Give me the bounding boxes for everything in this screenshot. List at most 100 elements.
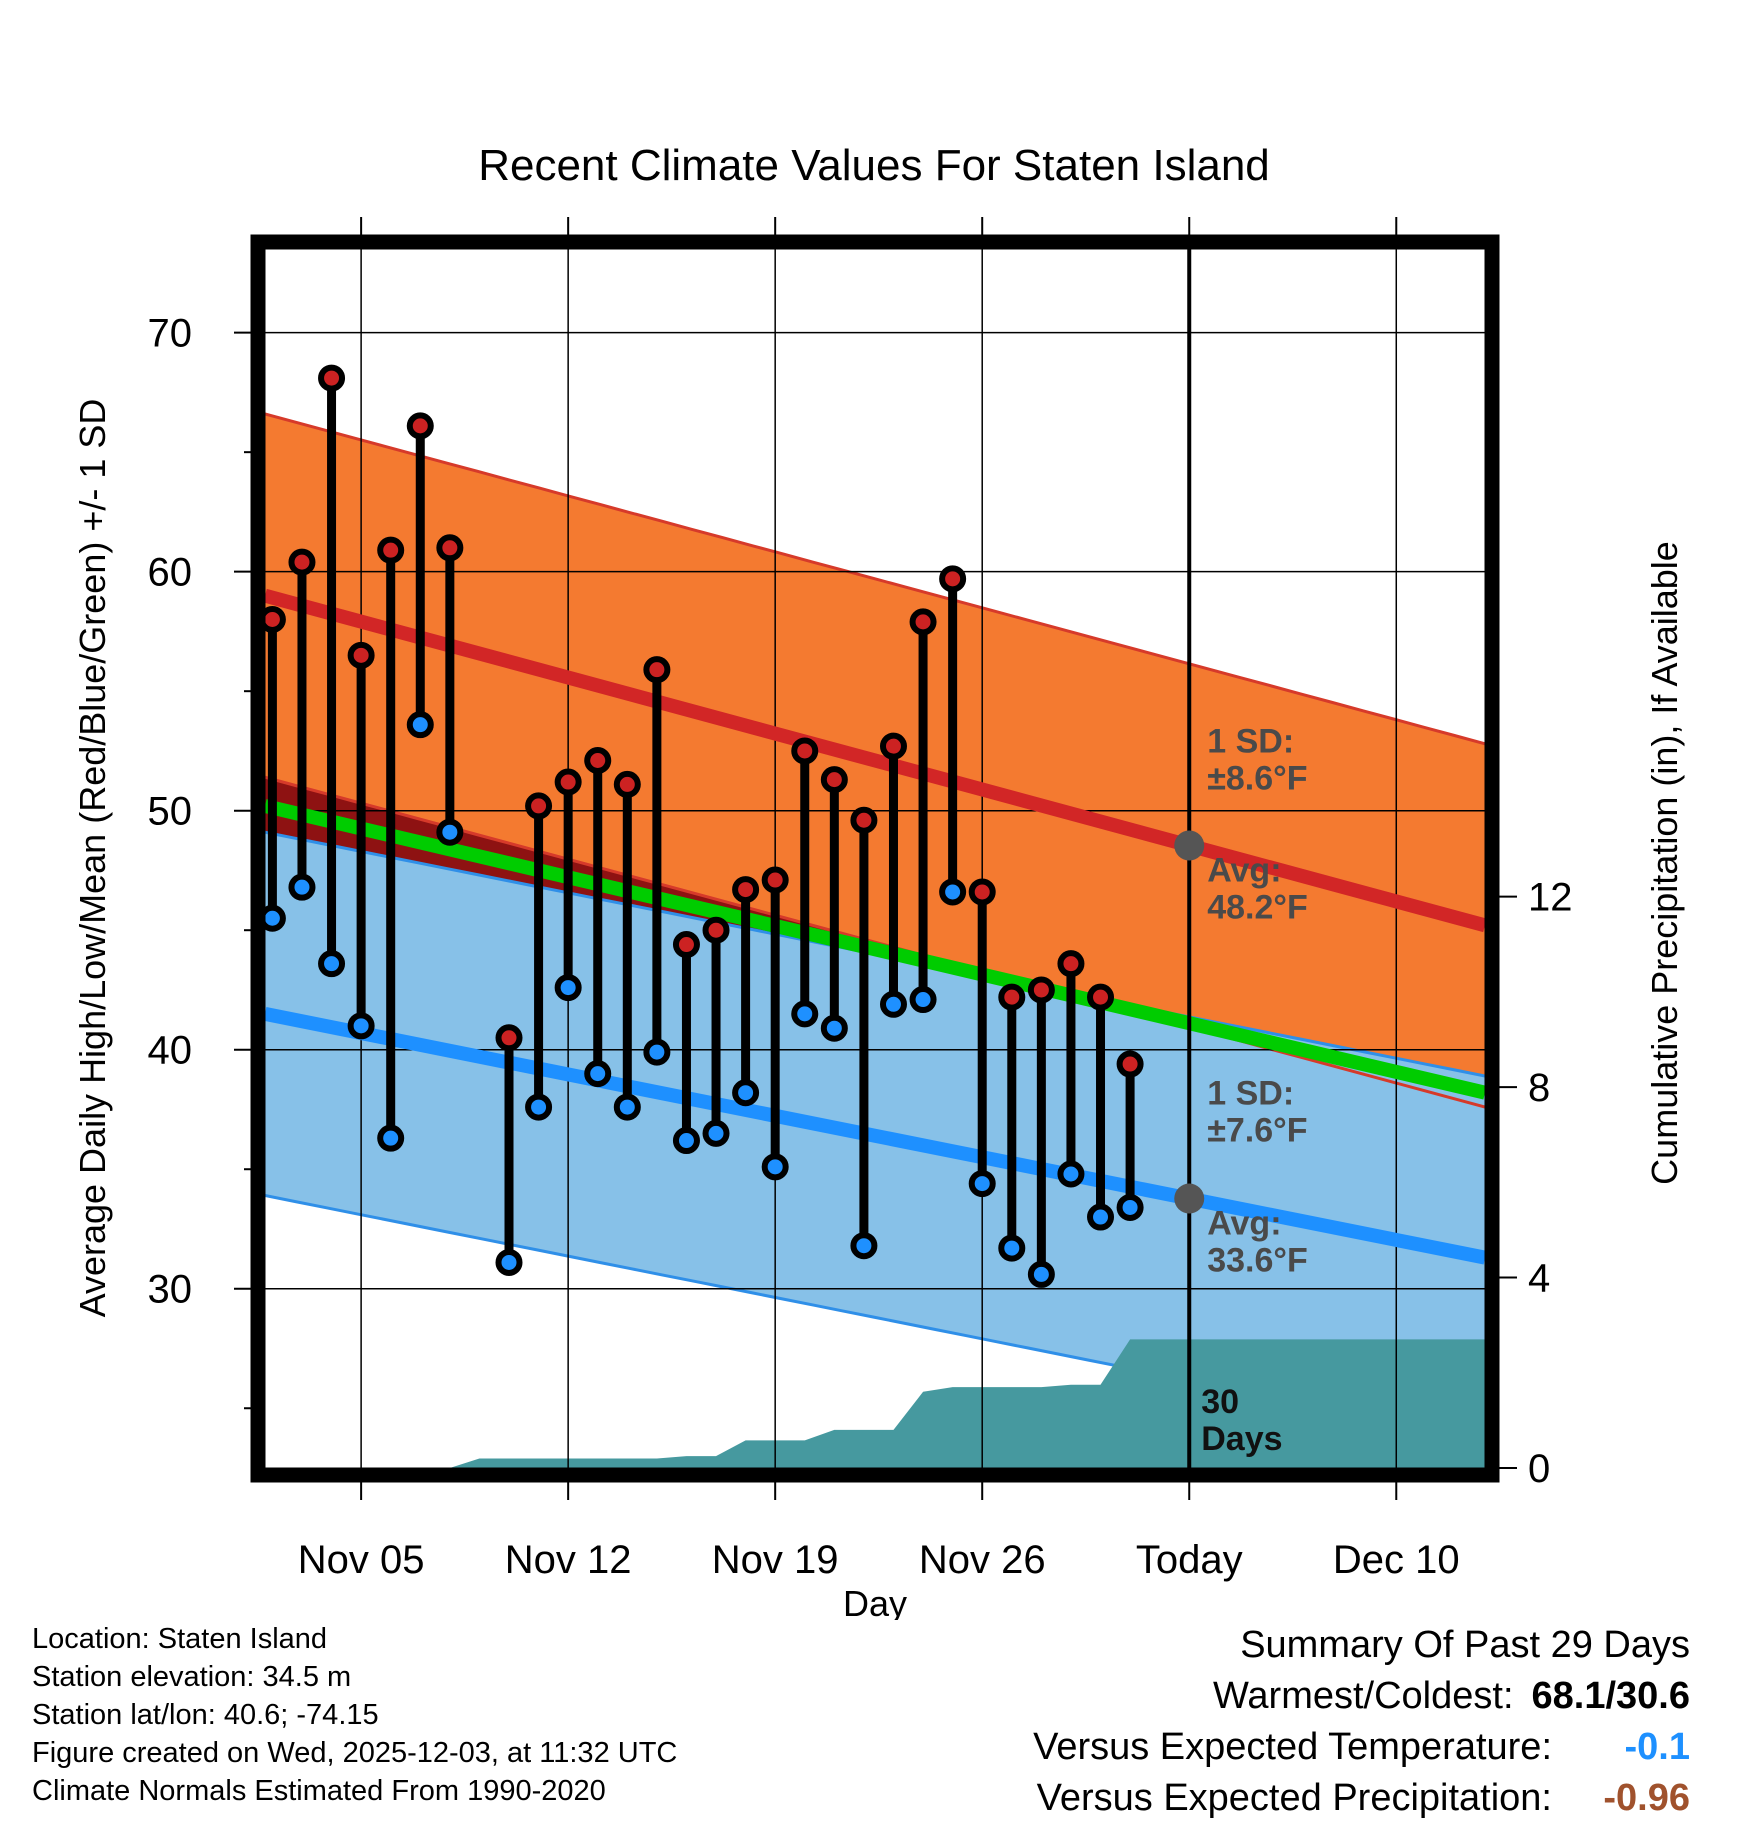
daily-high-point xyxy=(347,641,375,669)
today-normal-low-point xyxy=(1174,1183,1205,1214)
high-sd-annotation: 1 SD: xyxy=(1207,722,1294,760)
daily-high-point xyxy=(850,806,878,834)
precip-value: -0.96 xyxy=(1603,1777,1690,1819)
daily-high-point xyxy=(879,732,907,760)
daily-low-point xyxy=(761,1153,789,1181)
normal-low-line xyxy=(265,1006,1485,1265)
daily-low-point xyxy=(968,1170,996,1198)
days-count-annotation: 30 xyxy=(1201,1383,1239,1421)
daily-high-point xyxy=(1057,950,1085,978)
normals-text: Climate Normals Estimated From 1990-2020 xyxy=(32,1775,606,1807)
daily-low-point xyxy=(525,1093,553,1121)
daily-high-point xyxy=(525,792,553,820)
y-axis-label-right: Cumulative Precipitation (in), If Availa… xyxy=(1644,541,1685,1185)
daily-low-point xyxy=(791,1000,819,1028)
daily-high-point xyxy=(377,536,405,564)
daily-low-point xyxy=(495,1248,523,1276)
y-tick-label: 60 xyxy=(148,551,193,595)
y-axis-label-left: Average Daily High/Low/Mean (Red/Blue/Gr… xyxy=(72,399,113,1318)
daily-high-point xyxy=(761,866,789,894)
normal-mean-line xyxy=(265,799,1485,1100)
low-avg-annotation: Avg: xyxy=(1207,1205,1281,1243)
high-avg-value-annotation: 48.2°F xyxy=(1207,888,1308,926)
daily-low-point xyxy=(554,974,582,1002)
high-avg-annotation: Avg: xyxy=(1207,851,1281,889)
daily-low-point xyxy=(436,818,464,846)
daily-high-point xyxy=(820,766,848,794)
daily-low-point xyxy=(377,1124,405,1152)
summary-title: Summary Of Past 29 Days xyxy=(1240,1624,1690,1666)
daily-high-point xyxy=(584,747,612,775)
daily-low-point xyxy=(288,873,316,901)
y-tick-label: 30 xyxy=(148,1268,193,1312)
today-normal-high-point xyxy=(1174,830,1205,861)
daily-high-point xyxy=(968,878,996,906)
daily-low-point xyxy=(732,1079,760,1107)
temp-label: Versus Expected Temperature: xyxy=(1033,1726,1552,1768)
daily-low-point xyxy=(643,1038,671,1066)
daily-low-point xyxy=(820,1014,848,1042)
daily-high-point xyxy=(554,768,582,796)
daily-high-point xyxy=(1087,983,1115,1011)
y-tick-label: 50 xyxy=(148,790,193,834)
y-tick-label: 40 xyxy=(148,1029,193,1073)
created-text: Figure created on Wed, 2025-12-03, at 11… xyxy=(32,1737,678,1769)
normal-high-line xyxy=(265,588,1485,933)
station-info: Location: Staten Island Station elevatio… xyxy=(32,1620,677,1810)
daily-low-point xyxy=(939,878,967,906)
summary-warmest-row: Warmest/Coldest: 68.1/30.6 xyxy=(1033,1671,1690,1722)
warmest-label: Warmest/Coldest: xyxy=(1212,1675,1514,1717)
daily-high-point xyxy=(732,876,760,904)
y-right-tick-label: 8 xyxy=(1528,1066,1550,1110)
low-sd-value-annotation: ±7.6°F xyxy=(1207,1112,1307,1150)
daily-high-point xyxy=(613,770,641,798)
daily-high-point xyxy=(1116,1050,1144,1078)
daily-high-point xyxy=(495,1024,523,1052)
low-avg-value-annotation: 33.6°F xyxy=(1207,1242,1308,1280)
daily-high-point xyxy=(998,983,1026,1011)
daily-low-point xyxy=(850,1232,878,1260)
high-band-upper-edge xyxy=(265,412,1485,746)
x-tick-label: Dec 10 xyxy=(1333,1538,1460,1582)
daily-high-point xyxy=(791,737,819,765)
precip-label: Versus Expected Precipitation: xyxy=(1036,1777,1552,1819)
daily-low-point xyxy=(613,1093,641,1121)
location-text: Location: Staten Island xyxy=(32,1623,328,1655)
summary-temp-row: Versus Expected Temperature: -0.1 xyxy=(1033,1722,1690,1773)
daily-high-point xyxy=(1027,976,1055,1004)
daily-high-point xyxy=(909,608,937,636)
y-tick-label: 70 xyxy=(148,312,193,356)
daily-low-point xyxy=(998,1234,1026,1262)
plot-frame xyxy=(250,234,1500,1483)
chart-title: Recent Climate Values For Staten Island xyxy=(478,141,1270,190)
daily-low-point xyxy=(318,950,346,978)
x-tick-label: Nov 12 xyxy=(505,1538,632,1582)
daily-low-point xyxy=(702,1119,730,1147)
y-right-tick-label: 4 xyxy=(1528,1257,1550,1301)
daily-low-point xyxy=(1027,1260,1055,1288)
daily-high-point xyxy=(939,565,967,593)
latlon-text: Station lat/lon: 40.6; -74.15 xyxy=(32,1699,379,1731)
summary-panel: Summary Of Past 29 Days Warmest/Coldest:… xyxy=(1033,1620,1690,1824)
x-tick-label: Nov 26 xyxy=(919,1538,1046,1582)
cumulative-precip-area xyxy=(265,1339,1485,1468)
daily-high-point xyxy=(318,364,346,392)
daily-low-point xyxy=(672,1127,700,1155)
days-label-annotation: Days xyxy=(1201,1420,1282,1458)
daily-low-point xyxy=(879,990,907,1018)
daily-low-point xyxy=(584,1060,612,1088)
y-right-tick-label: 12 xyxy=(1528,876,1573,920)
daily-high-point xyxy=(672,931,700,959)
daily-low-point xyxy=(1057,1160,1085,1188)
daily-low-point xyxy=(406,711,434,739)
warmest-value: 68.1/30.6 xyxy=(1531,1675,1690,1717)
high-sd-value-annotation: ±8.6°F xyxy=(1207,759,1307,797)
temp-value: -0.1 xyxy=(1624,1726,1690,1768)
daily-low-point xyxy=(909,986,937,1014)
x-axis-label: Day xyxy=(843,1583,907,1620)
daily-low-point xyxy=(347,1012,375,1040)
daily-high-point xyxy=(436,534,464,562)
daily-high-point xyxy=(406,412,434,440)
daily-high-point xyxy=(643,656,671,684)
elevation-text: Station elevation: 34.5 m xyxy=(32,1661,352,1693)
